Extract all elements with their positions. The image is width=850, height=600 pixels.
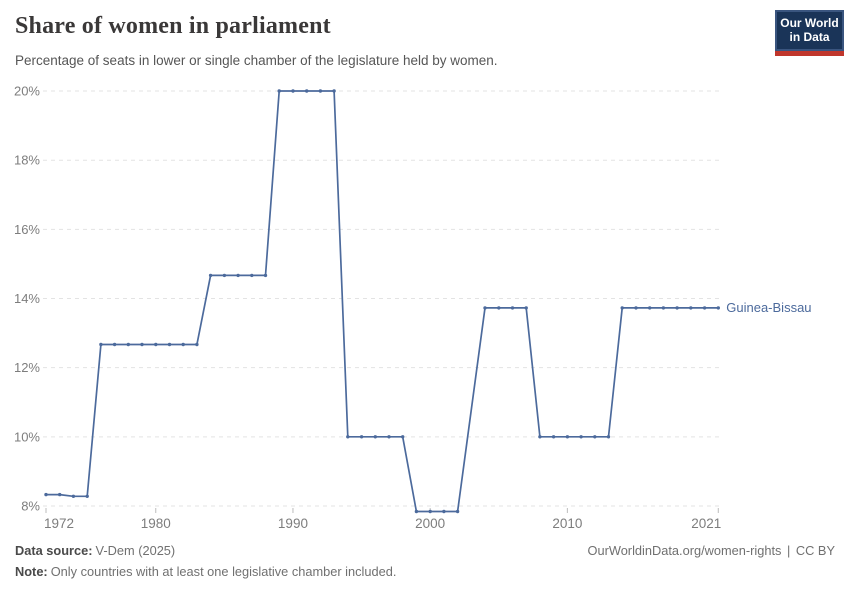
data-point[interactable] bbox=[593, 435, 597, 439]
owid-logo[interactable]: Our World in Data bbox=[775, 10, 844, 56]
series-label: Guinea-Bissau bbox=[726, 300, 811, 315]
data-point[interactable] bbox=[277, 89, 281, 93]
data-point[interactable] bbox=[428, 509, 432, 514]
data-point[interactable] bbox=[291, 89, 295, 93]
data-point[interactable] bbox=[140, 342, 144, 347]
data-point[interactable] bbox=[702, 306, 707, 310]
rights-row: OurWorldinData.org/women-rights | CC BY bbox=[586, 543, 835, 558]
y-axis-label: 10% bbox=[14, 429, 40, 444]
data-source-row: Data source: V-Dem (2025) bbox=[15, 543, 175, 558]
x-axis-label: 1990 bbox=[278, 516, 308, 531]
data-point[interactable] bbox=[71, 494, 76, 498]
data-point[interactable] bbox=[305, 89, 309, 93]
data-point[interactable] bbox=[373, 435, 377, 439]
owid-logo-box: Our World in Data bbox=[775, 10, 844, 51]
data-point[interactable] bbox=[414, 509, 419, 514]
data-point[interactable] bbox=[483, 306, 487, 310]
data-point[interactable] bbox=[634, 306, 638, 310]
data-point[interactable] bbox=[318, 89, 323, 93]
x-axis-label: 2021 bbox=[691, 516, 721, 531]
data-point[interactable] bbox=[497, 306, 501, 310]
data-point[interactable] bbox=[675, 306, 679, 310]
data-point[interactable] bbox=[99, 342, 103, 347]
y-axis-label: 18% bbox=[14, 153, 40, 168]
page-title: Share of women in parliament bbox=[15, 13, 331, 39]
license-link[interactable]: CC BY bbox=[795, 543, 835, 558]
series-line bbox=[46, 90, 719, 513]
data-point[interactable] bbox=[510, 306, 515, 310]
data-point[interactable] bbox=[442, 509, 446, 514]
data-point[interactable] bbox=[455, 509, 460, 514]
note-label: Note: bbox=[15, 564, 48, 579]
data-point[interactable] bbox=[181, 342, 185, 347]
x-axis-label: 1980 bbox=[141, 516, 171, 531]
y-axis-label: 20% bbox=[14, 84, 40, 99]
data-point[interactable] bbox=[359, 435, 364, 439]
chart-subtitle: Percentage of seats in lower or single c… bbox=[15, 53, 498, 68]
data-point[interactable] bbox=[85, 494, 89, 498]
owid-url-link[interactable]: OurWorldinData.org/women-rights bbox=[587, 543, 782, 558]
data-point[interactable] bbox=[661, 306, 666, 310]
data-point[interactable] bbox=[551, 435, 556, 439]
data-point[interactable] bbox=[689, 306, 693, 310]
data-point[interactable] bbox=[195, 342, 199, 347]
data-point[interactable] bbox=[401, 435, 405, 439]
data-point[interactable] bbox=[387, 435, 391, 439]
data-source-label: Data source: bbox=[15, 543, 93, 558]
note-value: Only countries with at least one legisla… bbox=[50, 564, 397, 579]
data-point[interactable] bbox=[112, 342, 117, 347]
owid-logo-line1: Our World bbox=[780, 16, 839, 30]
data-point[interactable] bbox=[716, 306, 720, 310]
data-point[interactable] bbox=[620, 306, 624, 310]
x-axis-label: 2000 bbox=[415, 516, 445, 531]
separator: | bbox=[787, 543, 791, 558]
data-point[interactable] bbox=[263, 273, 268, 278]
data-point[interactable] bbox=[126, 342, 130, 347]
owid-logo-line2: in Data bbox=[789, 30, 830, 44]
x-axis-label: 2010 bbox=[552, 516, 582, 531]
data-point[interactable] bbox=[538, 435, 542, 439]
data-point[interactable] bbox=[648, 306, 652, 310]
data-point[interactable] bbox=[222, 273, 227, 278]
logo-red-bar bbox=[775, 51, 844, 56]
data-point[interactable] bbox=[154, 342, 158, 347]
data-point[interactable] bbox=[332, 89, 336, 93]
line-chart[interactable]: 8% 10% 12% 14% 16% 18% 20% 1972 1980 1990 2000 2010… bbox=[0, 0, 850, 540]
data-point[interactable] bbox=[346, 435, 350, 439]
y-axis-label: 8% bbox=[21, 499, 40, 514]
data-point[interactable] bbox=[236, 273, 240, 278]
data-point[interactable] bbox=[250, 273, 254, 278]
y-axis-label: 16% bbox=[14, 222, 40, 237]
data-point[interactable] bbox=[208, 273, 213, 278]
data-point[interactable] bbox=[606, 435, 611, 439]
data-point[interactable] bbox=[565, 435, 570, 439]
data-source-value: V-Dem (2025) bbox=[95, 543, 176, 558]
data-point[interactable] bbox=[44, 492, 48, 497]
data-point[interactable] bbox=[167, 342, 172, 347]
data-point[interactable] bbox=[579, 435, 583, 439]
data-point[interactable] bbox=[58, 492, 62, 497]
y-axis-label: 12% bbox=[14, 360, 40, 375]
note-row: Note: Only countries with at least one le… bbox=[15, 564, 396, 579]
data-point[interactable] bbox=[524, 306, 528, 310]
x-axis-label: 1972 bbox=[44, 516, 74, 531]
y-axis-label: 14% bbox=[14, 291, 40, 306]
